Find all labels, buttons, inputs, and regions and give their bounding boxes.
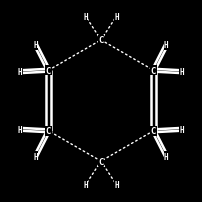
- Text: H: H: [114, 180, 119, 189]
- Text: C: C: [98, 157, 104, 166]
- Text: H: H: [33, 152, 38, 161]
- Text: H: H: [179, 125, 184, 134]
- Text: H: H: [114, 13, 119, 22]
- Text: H: H: [33, 41, 38, 50]
- Text: C: C: [46, 66, 51, 75]
- Text: H: H: [164, 41, 169, 50]
- Text: C: C: [151, 66, 156, 75]
- Text: H: H: [83, 180, 88, 189]
- Text: H: H: [179, 68, 184, 77]
- Text: C: C: [98, 36, 104, 45]
- Text: H: H: [18, 68, 23, 77]
- Text: H: H: [18, 125, 23, 134]
- Text: C: C: [46, 127, 51, 136]
- Text: H: H: [83, 13, 88, 22]
- Text: H: H: [164, 152, 169, 161]
- Text: C: C: [151, 127, 156, 136]
